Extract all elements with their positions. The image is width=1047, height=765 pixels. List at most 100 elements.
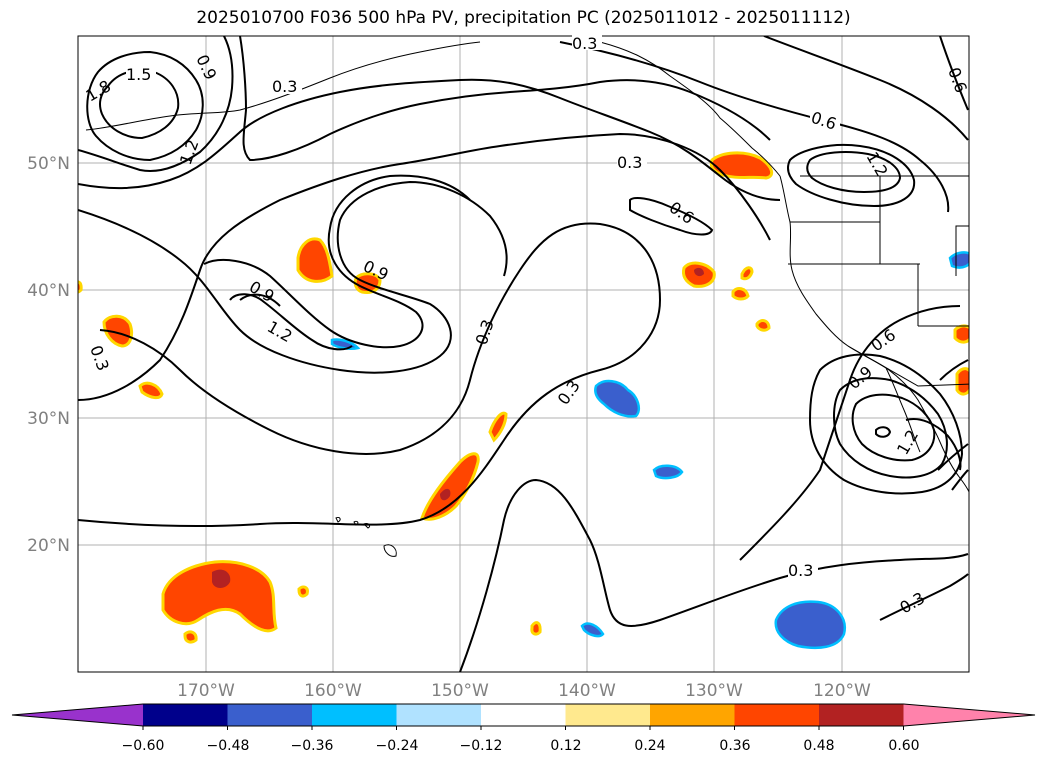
precip-negative-areas — [330, 251, 969, 650]
colorbar-segment — [734, 704, 820, 726]
precip-area — [488, 411, 508, 443]
precip-area — [138, 381, 164, 400]
colorbar-tick-label: −0.60 — [122, 738, 165, 754]
pv-contour — [203, 174, 471, 349]
pv-contour — [851, 393, 936, 462]
precip-area — [161, 560, 278, 633]
pv-contour — [787, 144, 916, 208]
contour-label: 0.3 — [788, 561, 813, 580]
precip-area — [297, 585, 309, 598]
precip-area — [594, 379, 640, 418]
colorbar-tick-label: −0.48 — [207, 738, 250, 754]
colorbar-tick-labels: −0.60 −0.48 −0.36 −0.24 −0.12 0.12 0.24 … — [122, 738, 920, 754]
colorbar-segment — [143, 704, 229, 726]
hawaii-island — [335, 517, 341, 523]
precip-area — [731, 287, 750, 301]
precip-area — [440, 488, 451, 501]
lon-label: 170°W — [177, 681, 235, 701]
lon-label: 120°W — [813, 681, 871, 701]
precip-area — [652, 464, 684, 480]
colorbar-segment — [481, 704, 567, 726]
map-frame — [77, 35, 970, 673]
alaska-panhandle-coastline — [599, 41, 781, 177]
colorbar-tick-label: −0.12 — [460, 738, 503, 754]
pv-contour — [905, 418, 962, 471]
colorbar — [11, 703, 1036, 730]
precip-area — [78, 280, 83, 294]
longitude-labels: 170°W 160°W 150°W 140°W 130°W 120°W — [177, 681, 871, 701]
precip-area — [530, 621, 542, 636]
precip-area — [740, 266, 754, 281]
lon-label: 140°W — [558, 681, 616, 701]
precip-area — [102, 314, 134, 348]
coastlines — [85, 41, 969, 557]
lat-label: 30°N — [27, 409, 70, 429]
pv-contour — [559, 41, 950, 213]
pv-contour — [833, 377, 948, 479]
colorbar-tick-label: 0.60 — [888, 738, 919, 754]
precip-area — [420, 452, 480, 521]
precip-area — [296, 237, 334, 283]
pv-contour — [229, 293, 353, 351]
pv-contour — [939, 359, 969, 381]
pv-contour — [808, 353, 964, 495]
colorbar-extend-low — [12, 704, 143, 726]
colorbar-tick-label: 0.36 — [719, 738, 750, 754]
alaska-coastline — [85, 41, 481, 131]
lat-label: 50°N — [27, 154, 70, 174]
latitude-labels: 50°N 40°N 30°N 20°N — [27, 154, 70, 556]
colorbar-tick-label: −0.24 — [376, 738, 419, 754]
pv-contour — [806, 151, 902, 194]
precip-area — [580, 622, 605, 638]
colorbar-segment — [565, 704, 651, 726]
pv-contour — [78, 132, 771, 401]
precip-area — [955, 367, 969, 396]
pv-contour — [459, 478, 969, 672]
precip-area — [212, 569, 231, 588]
colorbar-segment — [819, 704, 905, 726]
map-title: 2025010700 F036 500 hPa PV, precipitatio… — [196, 8, 851, 28]
contour-label: 0.3 — [272, 77, 297, 96]
colorbar-tick-label: 0.48 — [803, 738, 834, 754]
lon-label: 130°W — [685, 681, 743, 701]
lon-label: 160°W — [304, 681, 362, 701]
pv-contour — [78, 78, 781, 201]
pv-contour — [939, 36, 969, 111]
contour-label: 0.3 — [617, 153, 642, 172]
lon-label: 150°W — [431, 681, 489, 701]
pv-contour — [875, 426, 892, 438]
contour-label: 1.5 — [126, 65, 151, 84]
precip-area — [755, 319, 771, 332]
pv-contour — [78, 180, 508, 374]
pv-contour — [951, 469, 969, 491]
pv-contour — [239, 36, 771, 162]
pv-contour — [239, 293, 281, 307]
lat-label: 40°N — [27, 281, 70, 301]
pv-contour — [629, 197, 714, 236]
colorbar-tick-label: 0.12 — [550, 738, 581, 754]
pv-contour — [879, 573, 969, 621]
state-border — [955, 225, 969, 276]
lat-label: 20°N — [27, 536, 70, 556]
colorbar-segment — [312, 704, 398, 726]
colorbar-segment — [650, 704, 736, 726]
colorbar-extend-high — [903, 704, 1035, 726]
pv-contours — [78, 36, 969, 672]
contour-label: 0.3 — [572, 34, 597, 53]
colorbar-segment — [227, 704, 313, 726]
colorbar-tick-label: −0.36 — [291, 738, 334, 754]
colorbar-tick-label: 0.24 — [634, 738, 665, 754]
pv-contour — [937, 443, 969, 471]
hawaii-island — [383, 544, 397, 557]
precip-positive-areas — [78, 151, 969, 644]
mexico-us-border — [847, 345, 969, 387]
colorbar-segment — [396, 704, 482, 726]
pv-contour — [86, 50, 204, 162]
pv-contour — [78, 222, 662, 528]
precip-area — [183, 630, 198, 644]
pv-contour — [78, 36, 234, 172]
precip-area — [948, 251, 969, 269]
precip-area — [774, 600, 847, 650]
pv-contour — [763, 36, 969, 141]
